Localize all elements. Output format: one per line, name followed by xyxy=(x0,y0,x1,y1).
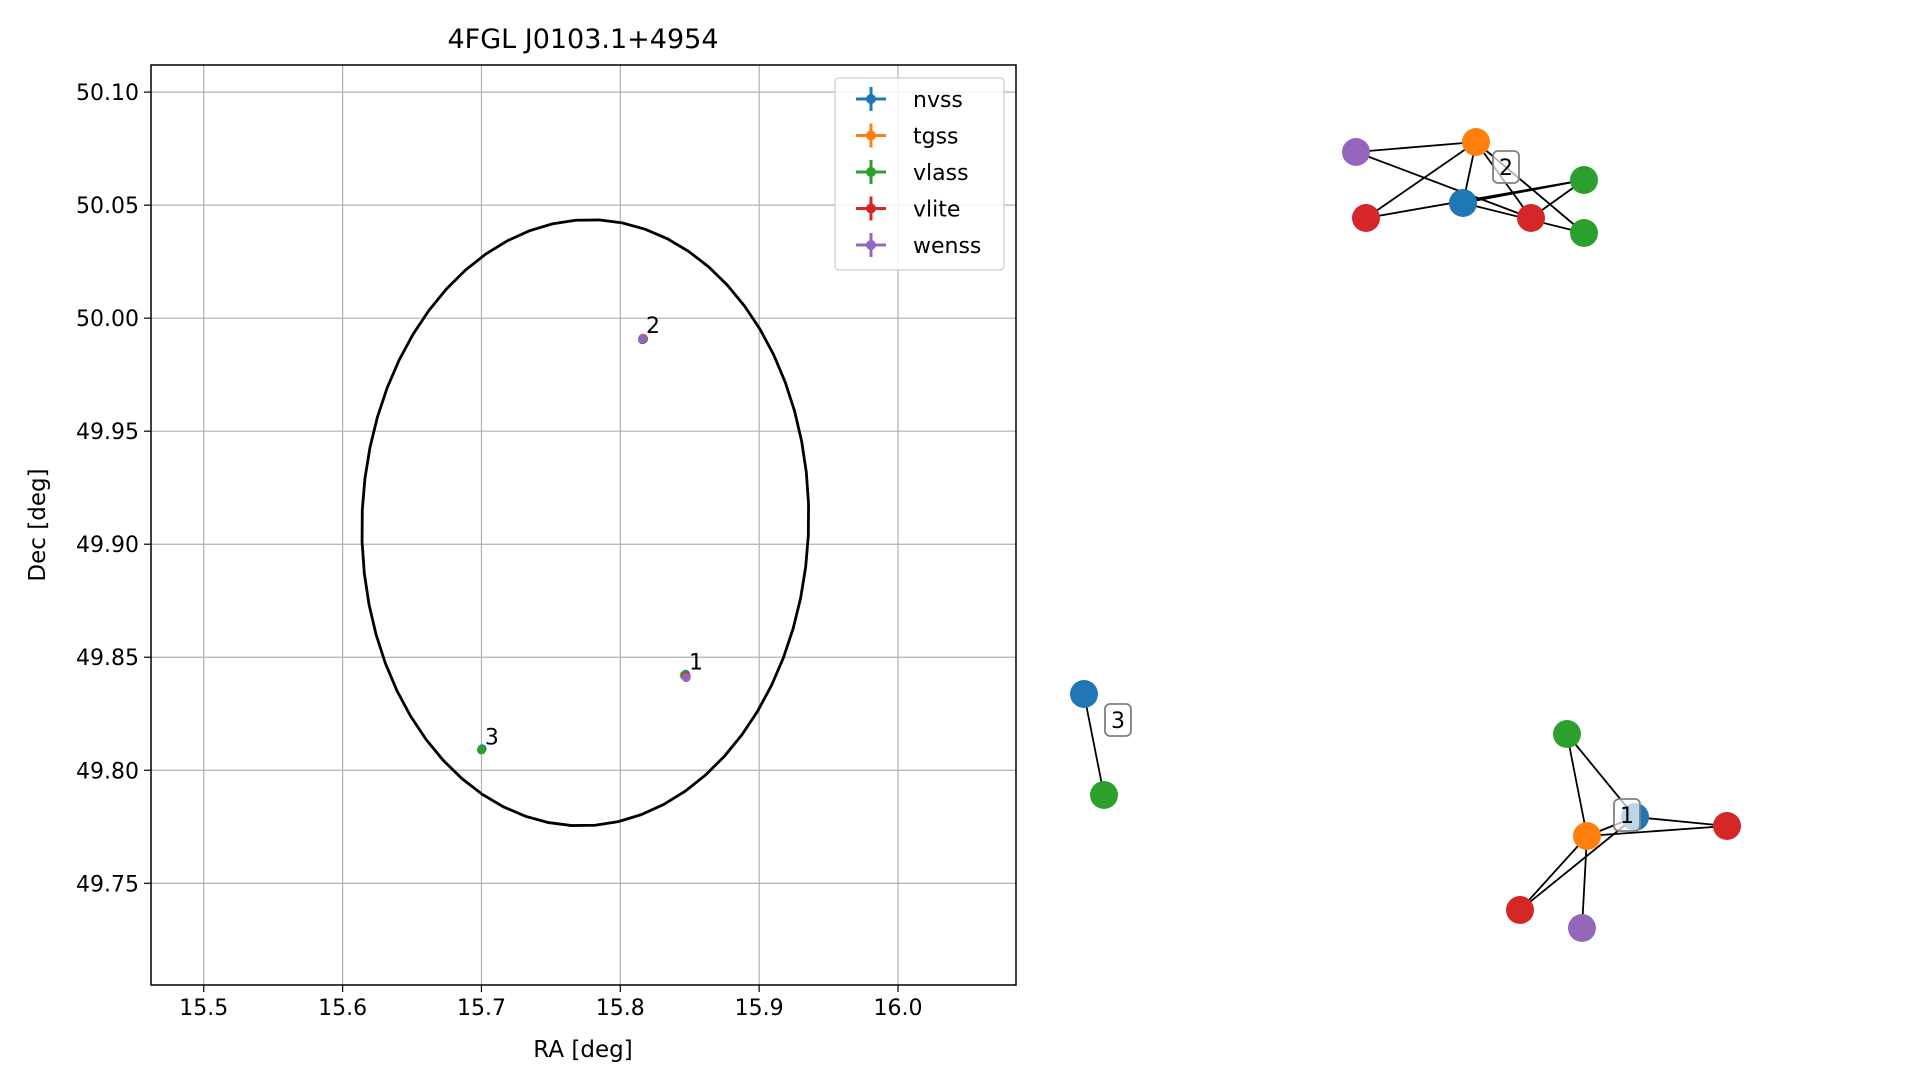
graph-node xyxy=(1449,189,1477,217)
cluster-label-text: 1 xyxy=(1620,804,1634,829)
confidence-ellipse xyxy=(360,218,810,827)
legend-label: vlite xyxy=(913,198,960,223)
plot-frame xyxy=(150,64,1017,986)
graph-node xyxy=(1462,128,1490,156)
graph-edge xyxy=(1586,825,1728,837)
graph-node xyxy=(1553,720,1581,748)
legend-label: tgss xyxy=(913,125,959,150)
legend-marker xyxy=(866,203,876,214)
legend-item-vlite: vlite xyxy=(856,196,960,223)
scatter-plot: 123 15.5 15.6 15.7 15.8 15.9 16.0 49.7549.804… xyxy=(25,24,1017,1063)
legend: nvss tgss vlass vlite wenss xyxy=(834,77,1005,271)
legend-item-wenss: wenss xyxy=(856,233,981,259)
legend-label: vlass xyxy=(913,161,969,186)
source-number-label: 3 xyxy=(485,725,499,750)
x-tick-label: 15.8 xyxy=(596,996,645,1021)
point-vlass xyxy=(476,745,486,755)
y-tick-label: 49.85 xyxy=(76,646,139,671)
x-tick-label: 15.5 xyxy=(179,996,228,1021)
graph-node xyxy=(1342,138,1370,166)
x-tick-label: 15.9 xyxy=(735,996,784,1021)
x-axis-ticks: 15.5 15.6 15.7 15.8 15.9 16.0 xyxy=(179,985,922,1021)
graph-node xyxy=(1568,914,1596,942)
graph-edge xyxy=(1519,816,1636,911)
graph-edge xyxy=(1519,835,1588,911)
cluster-label-3: 3 xyxy=(1104,703,1132,737)
graph-node xyxy=(1352,204,1380,232)
graph-edge xyxy=(1365,141,1477,219)
y-tick-label: 50.05 xyxy=(76,194,139,219)
legend-frame xyxy=(834,77,1005,271)
legend-marker xyxy=(866,94,876,104)
cluster-graph: 2 3 1 xyxy=(1070,128,1741,942)
y-tick-label: 49.80 xyxy=(76,759,139,784)
x-tick-label: 16.0 xyxy=(873,996,922,1021)
x-tick-label: 15.6 xyxy=(318,996,367,1021)
source-annotations: 1 2 3 xyxy=(485,314,703,750)
graph-node xyxy=(1517,204,1545,232)
y-tick-label: 49.75 xyxy=(76,872,139,897)
y-tick-label: 49.90 xyxy=(76,533,139,558)
graph-edge xyxy=(1581,835,1588,929)
cluster-label-2: 2 xyxy=(1492,150,1520,184)
legend-label: nvss xyxy=(913,88,963,113)
y-axis-label: Dec [deg] xyxy=(25,468,51,581)
graph-edge xyxy=(1355,141,1477,153)
graph-node xyxy=(1090,781,1118,809)
cluster-label-box xyxy=(1492,150,1520,184)
cluster-label-1: 1 xyxy=(1613,798,1641,832)
x-tick-label: 15.7 xyxy=(457,996,506,1021)
ellipse-outline xyxy=(360,218,810,827)
graph-edge xyxy=(1566,733,1588,837)
y-tick-label: 49.95 xyxy=(76,420,139,445)
graph-edge xyxy=(1083,693,1105,796)
graph-node xyxy=(1570,219,1598,247)
legend-marker xyxy=(866,240,876,250)
y-axis-ticks: 49.75 49.80 49.85 49.90 49.95 50.00 50.05 50.10 xyxy=(76,81,151,897)
chart-title: 4FGL J0103.1+4954 xyxy=(447,24,718,55)
graph-cluster-labels: 2 3 1 xyxy=(1104,150,1641,832)
cluster-label-box xyxy=(1104,703,1132,737)
graph-node xyxy=(1506,896,1534,924)
graph-nodes xyxy=(1070,128,1741,942)
x-axis-label: RA [deg] xyxy=(533,1037,632,1063)
cluster-label-box xyxy=(1613,798,1641,832)
source-number-label: 1 xyxy=(689,651,703,676)
graph-edge xyxy=(1634,816,1728,827)
legend-marker xyxy=(866,167,876,177)
grid-lines xyxy=(151,65,1016,985)
source-number-label: 2 xyxy=(646,314,660,339)
legend-marker xyxy=(866,130,876,141)
graph-node xyxy=(1713,812,1741,840)
cluster-label-text: 3 xyxy=(1111,709,1125,734)
graph-node xyxy=(1070,680,1098,708)
point-wenss xyxy=(638,334,648,344)
graph-node xyxy=(1570,166,1598,194)
graph-node xyxy=(1573,822,1601,850)
cluster-label-text: 2 xyxy=(1499,156,1513,181)
point-wenss xyxy=(681,673,691,683)
legend-item-vlass: vlass xyxy=(856,160,969,186)
legend-label: wenss xyxy=(913,234,981,259)
graph-edge xyxy=(1355,151,1532,219)
y-tick-label: 50.10 xyxy=(76,81,139,106)
data-points xyxy=(476,333,691,755)
y-tick-label: 50.00 xyxy=(76,307,139,332)
legend-item-nvss: nvss xyxy=(856,87,963,113)
legend-item-tgss: tgss xyxy=(856,123,959,150)
